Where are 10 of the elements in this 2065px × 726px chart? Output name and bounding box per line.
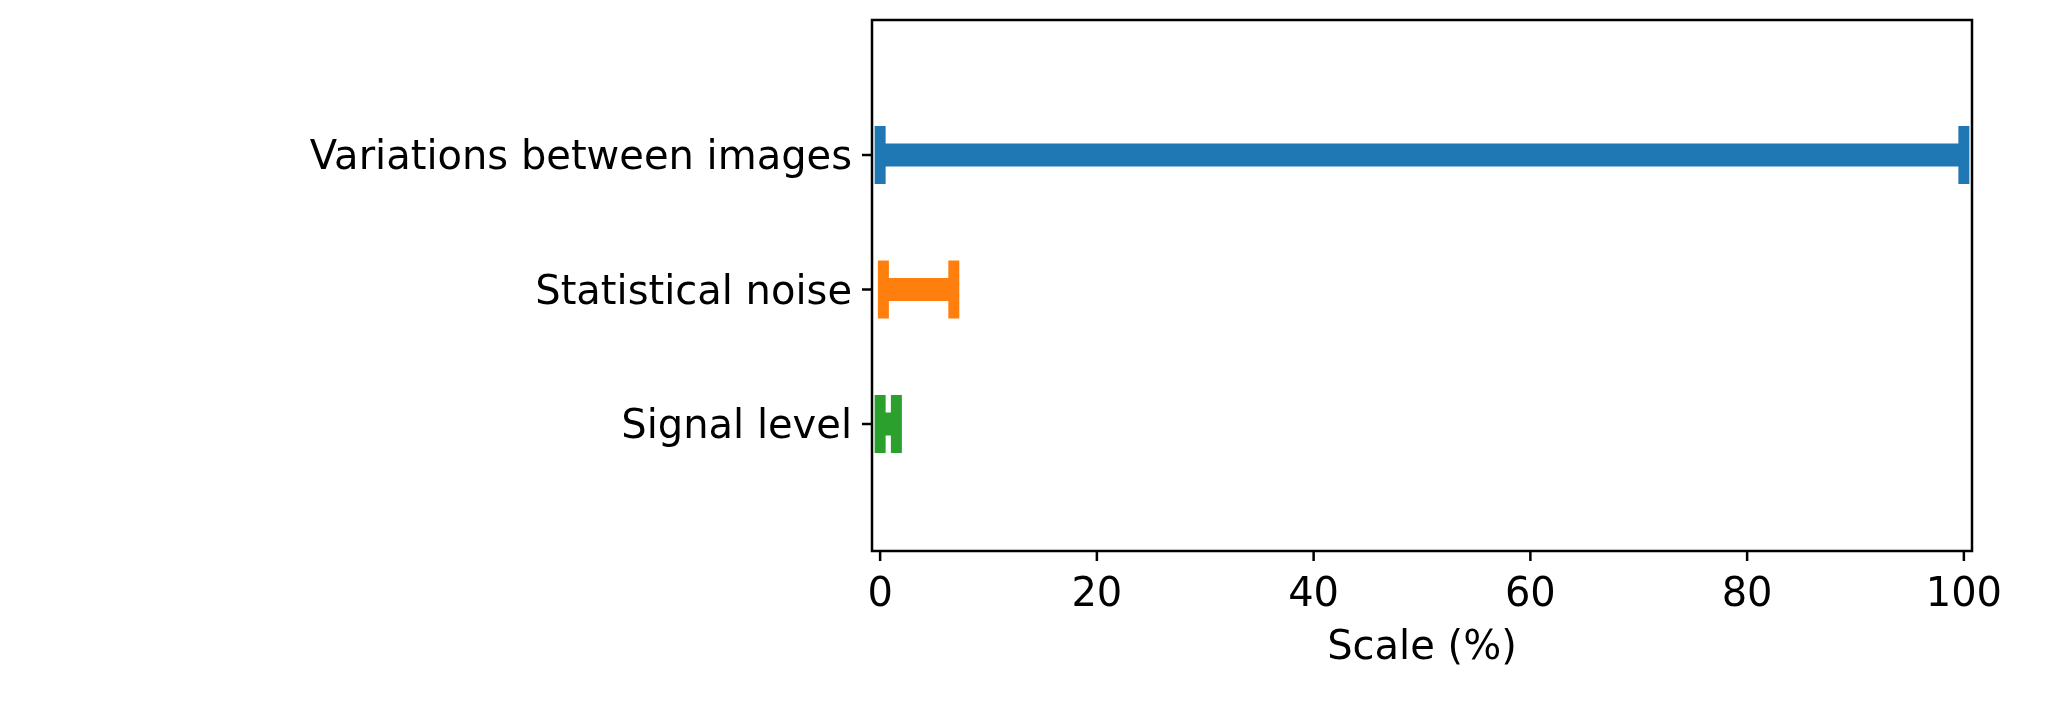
x-tick-label: 20 (1071, 569, 1123, 615)
y-tick-label: Variations between images (309, 132, 852, 178)
x-tick-label: 100 (1925, 569, 2003, 615)
y-tick-label: Statistical noise (535, 266, 852, 313)
x-tick-label: 40 (1288, 569, 1340, 615)
x-tick-label: 60 (1504, 569, 1556, 615)
x-axis-title: Scale (%) (1327, 622, 1517, 668)
x-tick-label: 0 (867, 569, 893, 615)
y-tick-label: Signal level (621, 401, 852, 447)
x-tick-label: 80 (1721, 569, 1773, 615)
